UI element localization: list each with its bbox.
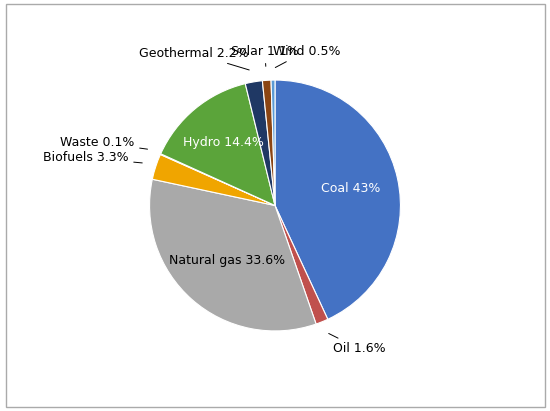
Wedge shape: [245, 81, 275, 206]
Wedge shape: [150, 179, 316, 331]
Wedge shape: [152, 155, 275, 206]
Wedge shape: [161, 83, 275, 206]
Wedge shape: [161, 154, 275, 206]
Wedge shape: [271, 80, 275, 206]
Text: Wind 0.5%: Wind 0.5%: [273, 45, 340, 67]
Text: Geothermal 2.2%: Geothermal 2.2%: [139, 47, 249, 70]
Text: Hydro 14.4%: Hydro 14.4%: [183, 136, 263, 149]
Text: Solar 1.1%: Solar 1.1%: [231, 45, 299, 66]
Text: Waste 0.1%: Waste 0.1%: [60, 136, 147, 149]
Wedge shape: [262, 80, 275, 206]
Text: Natural gas 33.6%: Natural gas 33.6%: [169, 254, 285, 266]
Text: Biofuels 3.3%: Biofuels 3.3%: [42, 151, 142, 164]
Text: Oil 1.6%: Oil 1.6%: [329, 333, 386, 355]
Text: Coal 43%: Coal 43%: [321, 182, 381, 195]
Wedge shape: [275, 206, 328, 324]
Wedge shape: [275, 80, 400, 319]
